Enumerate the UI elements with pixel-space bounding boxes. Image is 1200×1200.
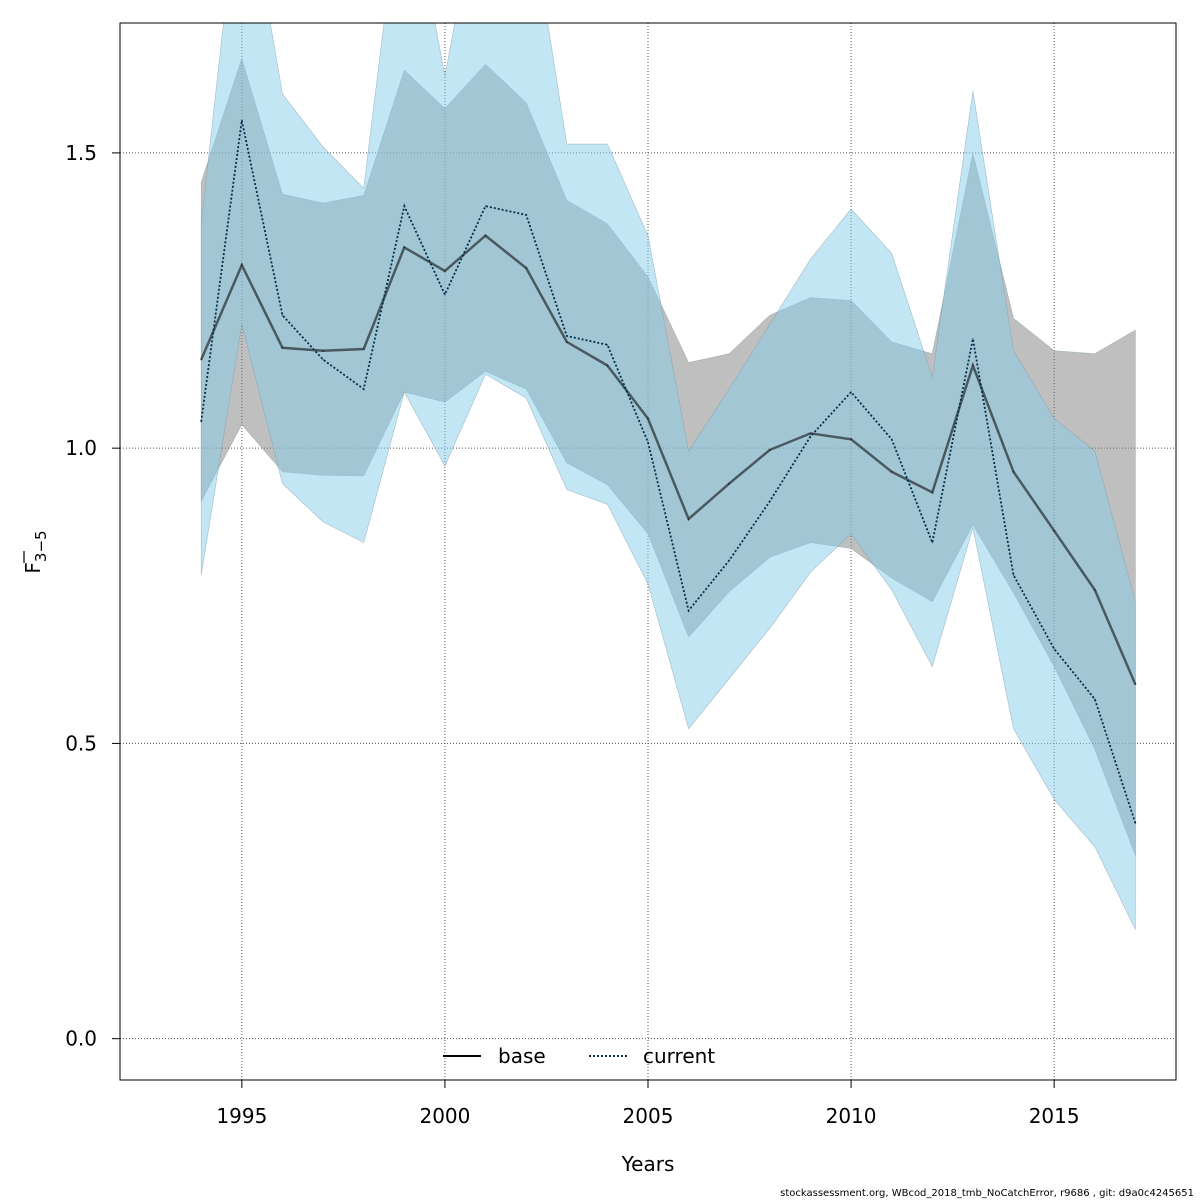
y-tick-label-2: 1.0 [65,436,97,460]
point-base-1994 [200,358,203,361]
x-tick-label-2005: 2005 [623,1104,674,1128]
point-base-2006 [687,518,690,520]
point-base-2008 [769,449,771,451]
y-tick-label-3: 1.5 [65,141,97,165]
point-base-2013 [972,364,974,367]
point-current-2002 [525,214,527,216]
y-tick-label-0: 0.0 [65,1027,97,1051]
point-base-2011 [890,470,893,473]
point-base-1999 [403,246,406,249]
point-current-1996 [281,314,284,317]
point-base-2001 [484,234,487,237]
point-current-1998 [362,388,365,390]
point-base-2002 [525,267,527,269]
point-current-2017 [1134,822,1137,824]
point-current-1994 [200,420,203,423]
point-base-2014 [1012,470,1015,473]
point-current-2010 [850,391,852,393]
point-base-2010 [850,438,852,441]
point-base-2005 [647,417,649,420]
y-axis-title: F3−5 [21,530,50,573]
x-tick-label-2000: 2000 [419,1104,470,1128]
point-current-2015 [1053,648,1055,650]
point-current-2011 [890,438,893,441]
point-current-2016 [1093,698,1096,700]
svg-text:F3−5: F3−5 [21,530,50,573]
x-tick-label-2010: 2010 [826,1104,877,1128]
legend-current-label: current [643,1044,715,1068]
point-base-2016 [1093,589,1096,591]
point-base-1995 [241,264,243,266]
point-base-2017 [1134,683,1137,686]
point-base-2015 [1053,530,1055,532]
point-current-1999 [403,205,406,207]
point-current-2000 [444,293,446,296]
point-base-1996 [281,346,284,349]
point-current-2006 [687,609,690,612]
point-base-2000 [444,270,446,272]
point-current-2004 [606,344,609,346]
series-lines [200,119,1137,824]
x-tick-label-2015: 2015 [1029,1104,1080,1128]
x-axis-title: Years [621,1152,675,1176]
x-tick-label-1995: 1995 [216,1104,267,1128]
legend-base-label: base [498,1044,546,1068]
footer-credit: stockassessment.org, WBcod_2018_tmb_NoCa… [780,1188,1194,1199]
point-current-2014 [1012,574,1015,576]
point-base-2007 [728,482,731,485]
point-base-2004 [606,364,609,367]
x-axis: 1995 2000 2005 2010 2015 [216,1080,1080,1128]
point-base-2012 [931,491,934,494]
band-current [200,23,1136,930]
point-base-1997 [322,349,324,352]
point-base-2003 [565,341,568,343]
point-current-2012 [931,541,934,544]
point-current-2013 [972,338,974,340]
point-current-2008 [769,500,771,503]
point-base-2009 [809,432,812,435]
line-base [200,233,1137,685]
point-base-1998 [362,348,365,350]
point-current-2009 [809,435,812,438]
y-axis-title-main: F [21,562,45,574]
confidence-bands [200,23,1136,930]
point-current-2007 [728,559,731,562]
y-axis: 0.0 0.5 1.0 1.5 [65,141,120,1051]
point-current-1997 [322,358,324,361]
point-current-1995 [241,119,243,122]
y-tick-label-1: 0.5 [65,731,97,755]
line-current [200,120,1137,824]
legend: base current [443,1044,715,1068]
point-current-2003 [565,335,568,337]
point-current-2001 [484,205,487,207]
y-axis-title-sub: 3−5 [32,530,50,562]
point-current-2005 [647,441,649,444]
